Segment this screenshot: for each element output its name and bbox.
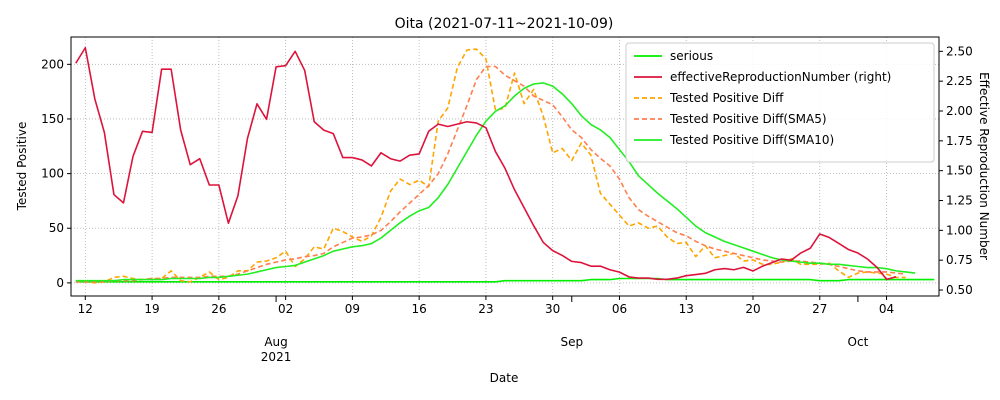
x-tick-label: 06 <box>612 302 627 316</box>
x-axis-title: Date <box>490 371 519 385</box>
y-axis-title: Tested Positive <box>15 122 29 212</box>
y-tick-label: 200 <box>41 57 64 71</box>
x-tick-label: 02 <box>278 302 293 316</box>
legend-label: Tested Positive Diff <box>669 91 784 105</box>
y2-tick-label: 0.50 <box>946 283 973 297</box>
legend-label: effectiveReproductionNumber (right) <box>670 70 891 84</box>
y-tick-label: 150 <box>41 112 64 126</box>
series-line-1 <box>75 46 897 281</box>
y2-tick-label: 2.00 <box>946 104 973 118</box>
legend-box <box>625 42 935 163</box>
chart-title: Oita (2021-07-11~2021-10-09) <box>395 16 614 32</box>
x-tick-label: 13 <box>679 302 694 316</box>
y-tick-label: 50 <box>49 221 64 235</box>
x-tick-label: 23 <box>478 302 493 316</box>
y2-tick-label: 0.75 <box>946 253 973 267</box>
x-tick-label: 26 <box>211 302 226 316</box>
legend: serious effectiveReproductionNumber (righ… <box>625 42 935 163</box>
y2-tick-label: 1.25 <box>946 194 973 208</box>
x-tick-label: 12 <box>78 302 93 316</box>
y2-tick-label: 2.50 <box>946 44 973 58</box>
x-tick-label: 09 <box>345 302 360 316</box>
x-tick-label: 04 <box>879 302 894 316</box>
series-line-4 <box>75 82 916 282</box>
plot-frame <box>70 36 940 297</box>
x-tick-label: 27 <box>812 302 827 316</box>
y-axis-left: 0 50 100 150 200 <box>41 57 71 290</box>
series-line-0 <box>75 277 935 283</box>
x-tick-label: 19 <box>144 302 159 316</box>
x-month-label: Sep <box>560 335 583 349</box>
legend-label: Tested Positive Diff(SMA10) <box>669 133 834 147</box>
y2-tick-label: 1.75 <box>946 134 973 148</box>
legend-label: Tested Positive Diff(SMA5) <box>669 112 827 126</box>
y2-tick-label: 1.50 <box>946 164 973 178</box>
x-tick-label: 16 <box>412 302 427 316</box>
series-line-3 <box>75 65 906 283</box>
x-tick-label: 30 <box>545 302 560 316</box>
series-lines <box>75 46 935 284</box>
y2-tick-label: 2.25 <box>946 74 973 88</box>
legend-label: serious <box>670 49 713 63</box>
y-tick-label: 100 <box>41 167 64 181</box>
y2-axis-title: Effective Reproduction Number <box>977 72 991 260</box>
y2-tick-label: 1.00 <box>946 223 973 237</box>
x-tick-label: 20 <box>745 302 760 316</box>
x-year-label: 2021 <box>261 350 292 364</box>
x-month-label: Oct <box>848 335 869 349</box>
x-month-label: Aug <box>264 335 287 349</box>
y-axis-right: 0.50 0.75 1.00 1.25 1.50 1.75 2.00 2.25 2.50 <box>939 44 973 297</box>
y-tick-label: 0 <box>56 276 64 290</box>
